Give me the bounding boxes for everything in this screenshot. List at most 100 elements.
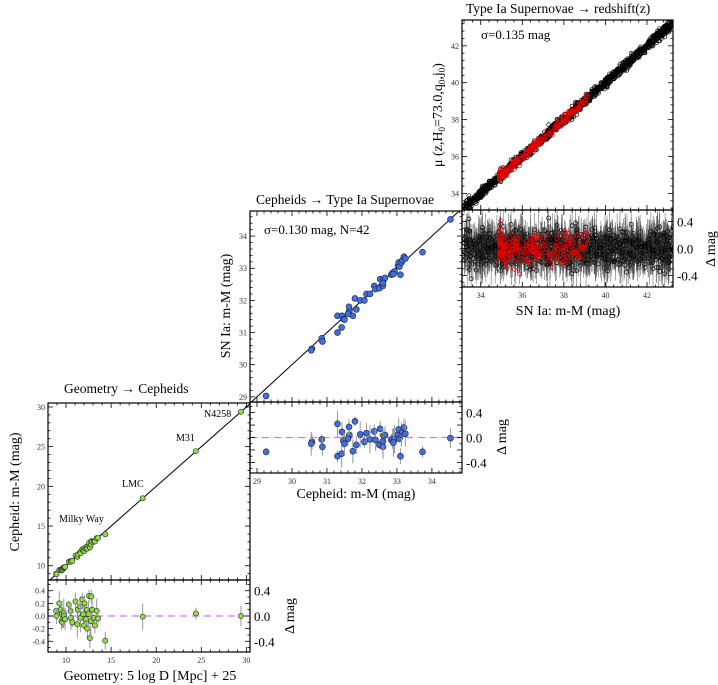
calibrator-sn-point — [529, 148, 535, 154]
residual-point — [381, 431, 389, 439]
panel2-residual-label: Δ mag — [495, 419, 510, 455]
hubble-flow-sn-residual — [546, 215, 552, 221]
x-tick-label: 15 — [107, 656, 115, 665]
residual-point — [81, 600, 88, 607]
x-tick-label: 38 — [560, 291, 568, 300]
hubble-flow-sn-point — [656, 32, 662, 38]
x-tick-label: 31 — [323, 477, 331, 486]
calibrator-sn-point — [498, 171, 504, 176]
hubble-flow-sn-point — [632, 51, 638, 57]
hubble-flow-sn-point — [660, 32, 666, 38]
hubble-flow-sn-point — [628, 59, 633, 65]
hubble-flow-sn-residual — [480, 254, 485, 259]
hubble-flow-sn-point — [602, 80, 607, 86]
calibrator-sn-residual — [505, 251, 511, 257]
hubble-flow-sn-point — [626, 60, 632, 66]
calibrator-sn-residual — [554, 236, 560, 241]
hubble-flow-sn-point — [659, 31, 664, 37]
calibrator-sn-residual — [534, 246, 539, 251]
hubble-flow-sn-point — [482, 186, 488, 192]
calibrator-sn-point — [536, 141, 541, 147]
calibrator-sn-residual — [504, 243, 510, 249]
hubble-flow-sn-residual — [664, 242, 669, 247]
hubble-flow-sn-point — [637, 53, 642, 58]
hubble-flow-sn-residual — [512, 253, 518, 259]
hubble-flow-sn-point — [629, 55, 635, 60]
y-tick-label: 20 — [37, 482, 45, 491]
calibrator-sn-residual — [524, 258, 530, 264]
hubble-flow-sn-residual — [466, 216, 472, 222]
hubble-flow-sn-residual — [552, 239, 558, 245]
calibrator-sn-residual — [555, 254, 560, 260]
calibrator-sn-residual — [585, 241, 590, 246]
calibrator-sn-residual — [560, 251, 566, 257]
y-tick-label: 30 — [239, 361, 247, 370]
residual-point — [139, 613, 146, 620]
hubble-flow-sn-point — [468, 207, 474, 210]
hubble-flow-sn-point — [467, 197, 473, 203]
hubble-flow-sn-point — [590, 88, 595, 94]
calibrator-sn-residual — [511, 266, 517, 272]
calibrator-sn-residual — [566, 231, 571, 236]
residual-point — [307, 440, 315, 448]
hubble-flow-sn-residual — [619, 250, 625, 256]
hubble-flow-sn-residual — [621, 258, 627, 263]
calibrator-sn-point — [517, 153, 523, 159]
calibrator-sn-residual — [564, 253, 569, 259]
hubble-flow-sn-residual — [642, 251, 647, 256]
hubble-flow-sn-point — [639, 49, 645, 55]
residual-left-tick-label: -0.2 — [32, 625, 45, 634]
calibrator-sn-point — [582, 97, 588, 103]
calibrator-sn-residual — [507, 239, 513, 245]
data-point — [69, 558, 76, 564]
y-tick-label: 29 — [239, 393, 247, 402]
residual-point — [95, 615, 101, 622]
y-tick-label: 34 — [239, 232, 247, 241]
residual-point — [356, 431, 364, 438]
calibrator-sn-residual — [512, 244, 518, 250]
calibrator-sn-residual — [563, 234, 569, 239]
panel3-x-axis-label: SN Ia: m-M (mag) — [516, 304, 621, 319]
calibrator-sn-point — [567, 114, 572, 119]
hubble-flow-sn-residual — [589, 245, 594, 250]
calibrator-sn-residual — [583, 241, 588, 247]
residual-point — [65, 601, 72, 608]
residual-point — [353, 441, 360, 449]
hubble-flow-sn-residual — [466, 229, 472, 234]
hubble-flow-sn-point — [472, 197, 478, 203]
residual-point — [262, 448, 270, 456]
hubble-flow-sn-residual — [473, 241, 479, 247]
hubble-flow-sn-point — [663, 27, 668, 33]
hubble-flow-sn-point — [659, 33, 664, 39]
hubble-flow-sn-point — [469, 203, 475, 208]
residual-point — [87, 635, 93, 642]
residual-point — [192, 610, 199, 617]
calibrator-sn-residual — [499, 244, 505, 250]
residual-point — [402, 430, 409, 438]
calibrator-sn-point — [504, 165, 510, 170]
hubble-flow-sn-residual — [621, 230, 626, 235]
data-point — [95, 534, 101, 541]
hubble-flow-sn-residual — [671, 245, 673, 250]
residual-right-tick-label: 0.0 — [466, 431, 482, 446]
hubble-flow-sn-residual — [607, 240, 613, 246]
calibrator-sn-residual — [562, 228, 568, 234]
hubble-flow-sn-residual — [483, 250, 489, 255]
residual-right-tick-label: 0.4 — [466, 406, 483, 421]
calibrator-sn-residual — [503, 255, 509, 261]
calibrator-sn-residual — [570, 248, 576, 254]
panel-1: 10 15 20 25 30 10 15 20 25 30 0.4 0.2 0.0 -0.2 -0.4 0.4… — [32, 402, 275, 665]
hubble-flow-sn-residual — [619, 229, 625, 234]
hubble-flow-sn-point — [619, 60, 625, 66]
calibrator-sn-residual — [522, 248, 527, 254]
calibrator-sn-residual — [582, 244, 588, 250]
hubble-flow-sn-residual — [489, 258, 495, 264]
hubble-flow-sn-point — [617, 65, 623, 71]
hubble-flow-sn-residual — [617, 239, 623, 245]
hubble-flow-sn-point — [653, 38, 659, 44]
calibrator-sn-point — [539, 137, 545, 143]
calibrator-sn-residual — [511, 246, 517, 252]
data-point — [419, 248, 426, 256]
calibrator-sn-point — [566, 108, 571, 114]
